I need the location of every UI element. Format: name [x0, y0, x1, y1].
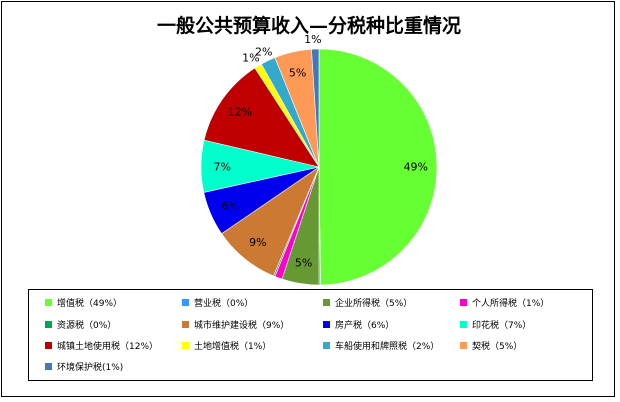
legend-label: 环境保护税(1%)	[57, 363, 124, 373]
legend-item-10: 土地增值税（1%）	[182, 339, 271, 352]
slice-label-11: 2%	[255, 46, 272, 59]
legend-swatch	[323, 321, 330, 328]
legend-swatch	[45, 342, 52, 349]
legend-item-5: 资源税（0%）	[45, 318, 116, 331]
legend-item-1: 增值税（49%）	[45, 296, 122, 309]
legend-item-8: 印花税（7%）	[460, 318, 531, 331]
slice-label-13: 1%	[304, 33, 321, 46]
slice-label-3: 5%	[295, 257, 312, 270]
legend-item-13: 环境保护税(1%)	[45, 360, 123, 373]
legend-swatch	[323, 299, 330, 306]
legend-item-6: 城市维护建设税（9%）	[182, 318, 289, 331]
legend-item-12: 契税（5%）	[460, 339, 522, 352]
legend-label: 资源税（0%）	[57, 321, 117, 331]
legend-label: 土地增值税（1%）	[194, 342, 272, 352]
legend-label: 印花税（7%）	[472, 321, 532, 331]
slice-label-6: 9%	[249, 236, 266, 249]
chart-frame: 一般公共预算收入—分税种比重情况 49%0%5%1%0%9%6%7%12%1%2…	[1, 1, 615, 397]
legend-label: 房产税（6%）	[335, 321, 395, 331]
legend-swatch	[45, 363, 52, 370]
legend-item-9: 城镇土地使用税（12%）	[45, 339, 158, 352]
pie-slice-9	[203, 67, 320, 168]
legend-swatch	[323, 342, 330, 349]
legend-item-3: 企业所得税（5%）	[323, 296, 412, 309]
pie-slice-13	[311, 48, 320, 168]
legend-swatch	[182, 321, 189, 328]
legend-swatch	[182, 342, 189, 349]
legend-label: 城镇土地使用税（12%）	[57, 342, 159, 352]
pie-chart: 49%0%5%1%0%9%6%7%12%1%2%5%1%	[200, 33, 438, 316]
slice-label-10: 1%	[242, 51, 259, 64]
legend-item-7: 房产税（6%）	[323, 318, 394, 331]
legend-swatch	[45, 299, 52, 306]
slice-label-9: 12%	[228, 105, 252, 118]
slice-label-8: 7%	[213, 160, 230, 173]
legend-swatch	[460, 321, 467, 328]
legend-item-2: 营业税（0%）	[182, 296, 253, 309]
slice-label-7: 6%	[221, 200, 238, 213]
legend-label: 城市维护建设税（9%）	[194, 321, 290, 331]
legend-swatch	[182, 299, 189, 306]
slice-label-1: 49%	[404, 160, 428, 173]
legend-label: 营业税（0%）	[194, 299, 254, 309]
legend-label: 增值税（49%）	[57, 299, 123, 309]
slice-label-12: 5%	[289, 67, 306, 80]
chart-title: 一般公共预算收入—分税种比重情况	[156, 15, 461, 37]
legend-swatch	[460, 299, 467, 306]
legend-item-4: 个人所得税（1%）	[460, 296, 549, 309]
legend-label: 企业所得税（5%）	[335, 299, 413, 309]
legend-label: 个人所得税（1%）	[472, 299, 550, 309]
legend-swatch	[460, 342, 467, 349]
pie-slice-1	[318, 48, 438, 286]
chart-legend: 增值税（49%） 营业税（0%） 企业所得税（5%） 个人所得税（1%） 资源税（0%）…	[28, 289, 593, 381]
legend-swatch	[45, 321, 52, 328]
legend-item-11: 车船使用和牌照税（2%）	[323, 339, 439, 352]
legend-label: 契税（5%）	[472, 342, 523, 352]
legend-label: 车船使用和牌照税（2%）	[335, 342, 440, 352]
